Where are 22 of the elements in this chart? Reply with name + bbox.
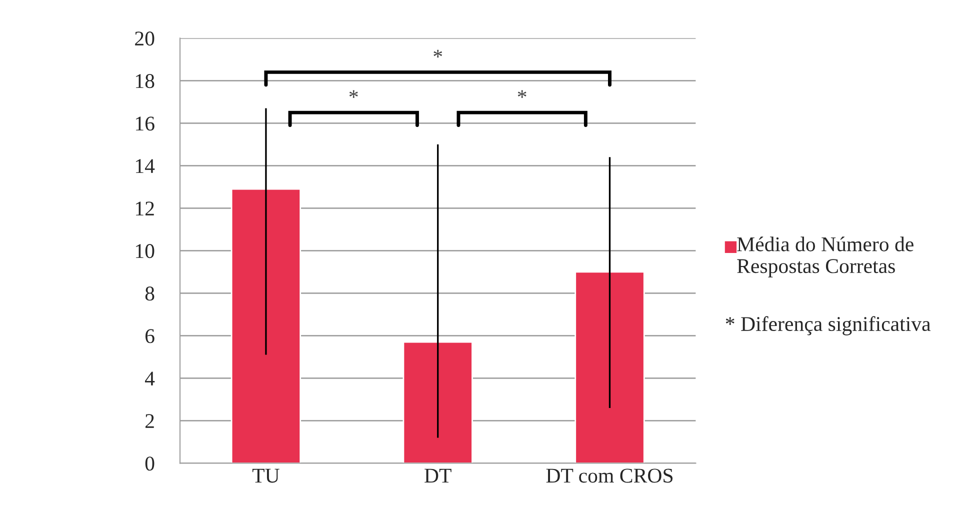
bar	[574, 271, 645, 464]
y-tick-label: 2	[146, 414, 154, 428]
bar	[402, 341, 473, 464]
y-tick-label: 0	[145, 456, 154, 471]
y-tick-label: 6	[145, 329, 154, 344]
y-tick-label: 18	[136, 74, 154, 88]
x-tick-label: DT com CROS	[546, 468, 673, 483]
annotation: *	[434, 50, 442, 58]
y-tick-label: 4	[144, 372, 155, 386]
x-tick-label: TU	[252, 468, 280, 483]
y-tick-label: 12	[136, 202, 154, 216]
text: * Diferença significativa	[726, 316, 931, 336]
bar	[230, 188, 302, 464]
legend-label: Média do Número de Respostas Corretas	[737, 236, 914, 278]
annotation: *	[518, 90, 526, 98]
y-tick-label: 16	[136, 116, 154, 131]
y-tick-label: 10	[136, 244, 154, 258]
y-tick-label: 8	[145, 286, 154, 301]
annotation: *	[349, 90, 358, 98]
y-tick-label: 14	[136, 159, 155, 173]
y-tick-label: 20	[135, 32, 154, 46]
x-tick-label: DT	[424, 468, 452, 483]
